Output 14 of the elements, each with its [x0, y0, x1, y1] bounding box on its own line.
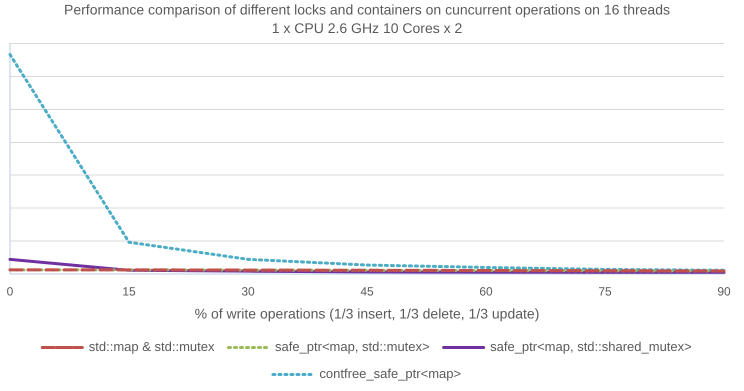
x-tick-label: 0: [6, 284, 14, 298]
chart-subtitle: 1 x CPU 2.6 GHz 10 Cores x 2: [272, 20, 463, 36]
x-axis-title: % of write operations (1/3 insert, 1/3 delete, 1/3 update): [194, 305, 540, 322]
x-tick-label: 90: [717, 284, 731, 298]
x-tick-label: 45: [360, 284, 374, 298]
chart-title: Performance comparison of different locks and containers on cuncurrent operations on 16 threads: [64, 1, 670, 18]
x-tick-label: 30: [241, 284, 255, 298]
legend-label: safe_ptr<map, std::mutex>: [274, 339, 430, 354]
legend-label: std::map & std::mutex: [88, 339, 215, 354]
legend-label: contfree_safe_ptr<map>: [319, 366, 462, 382]
x-tick-label: 60: [479, 284, 493, 298]
x-tick-label: 15: [122, 284, 136, 298]
x-tick-label: 75: [598, 284, 612, 298]
legend-label: safe_ptr<map, std::shared_mutex>: [490, 339, 692, 354]
